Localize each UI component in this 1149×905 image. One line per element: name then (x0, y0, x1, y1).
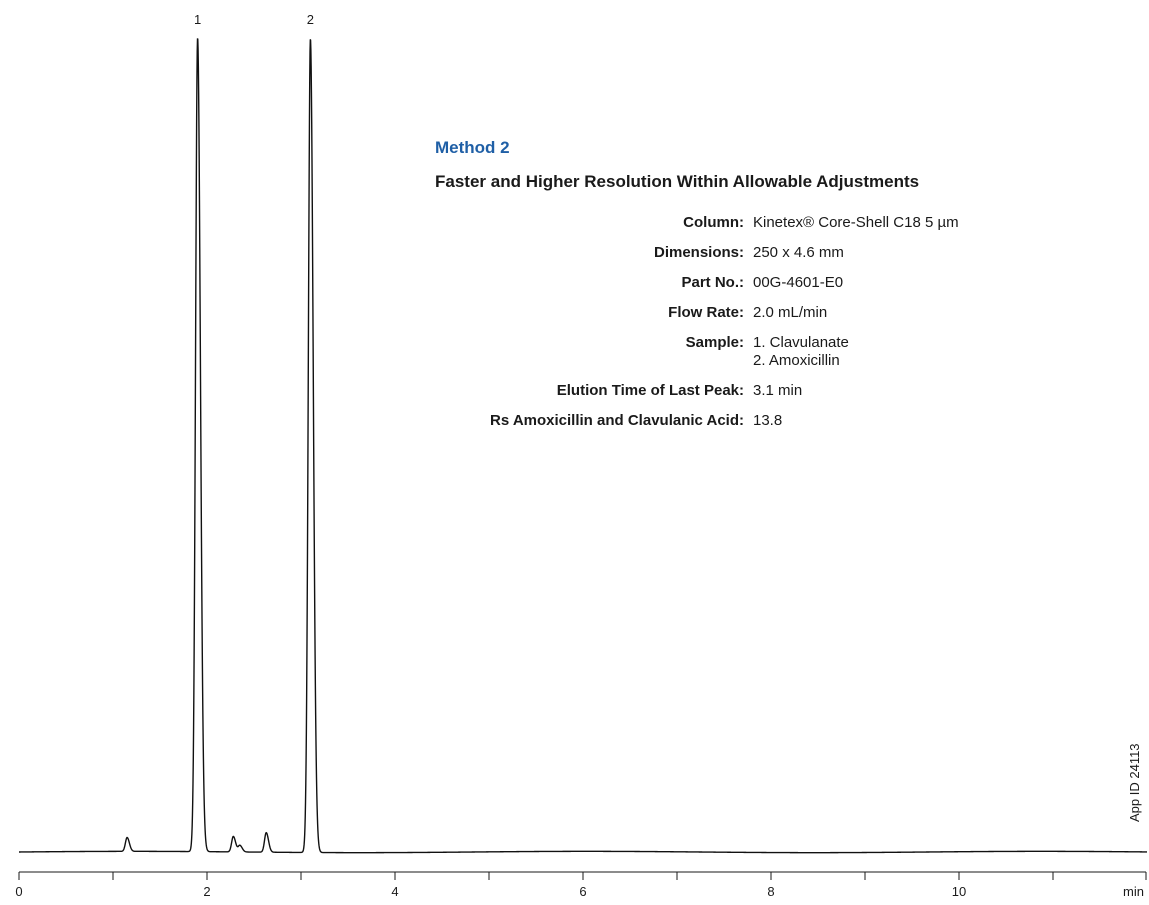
param-value: 00G-4601-E0 (753, 274, 844, 291)
param-value: Kinetex® Core-Shell C18 5 µm (753, 214, 959, 231)
x-tick-label: 10 (952, 884, 966, 899)
param-value: 1. Clavulanate (753, 334, 849, 351)
param-label: Rs Amoxicillin and Clavulanic Acid: (490, 412, 744, 429)
x-axis-unit-label: min (1123, 884, 1144, 899)
chromatogram-trace (19, 38, 1147, 854)
x-tick-label: 4 (391, 884, 398, 899)
param-label: Sample: (685, 334, 744, 351)
method-subtitle: Faster and Higher Resolution Within Allo… (435, 172, 920, 191)
x-tick-label: 8 (767, 884, 774, 899)
param-label: Elution Time of Last Peak: (556, 382, 744, 399)
x-tick-label: 0 (15, 884, 22, 899)
x-axis: 0 2 4 6 8 10 min (15, 871, 1147, 899)
param-label: Column: (683, 214, 744, 231)
app-id-label: App ID 24113 (1127, 743, 1142, 822)
param-label: Part No.: (681, 274, 744, 291)
peak-label-1: 1 (194, 12, 201, 27)
x-tick-label: 6 (579, 884, 586, 899)
x-tick-label: 2 (203, 884, 210, 899)
peak-label-2: 2 (307, 12, 314, 27)
param-value: 250 x 4.6 mm (753, 244, 844, 261)
method-title: Method 2 (435, 138, 510, 157)
param-label: Flow Rate: (668, 304, 744, 321)
param-value: 2. Amoxicillin (753, 352, 840, 369)
chromatogram-trace-group (19, 38, 1147, 854)
param-value: 13.8 (753, 412, 783, 429)
param-label: Dimensions: (653, 244, 744, 261)
param-value: 2.0 mL/min (753, 304, 828, 321)
param-value: 3.1 min (753, 382, 803, 399)
